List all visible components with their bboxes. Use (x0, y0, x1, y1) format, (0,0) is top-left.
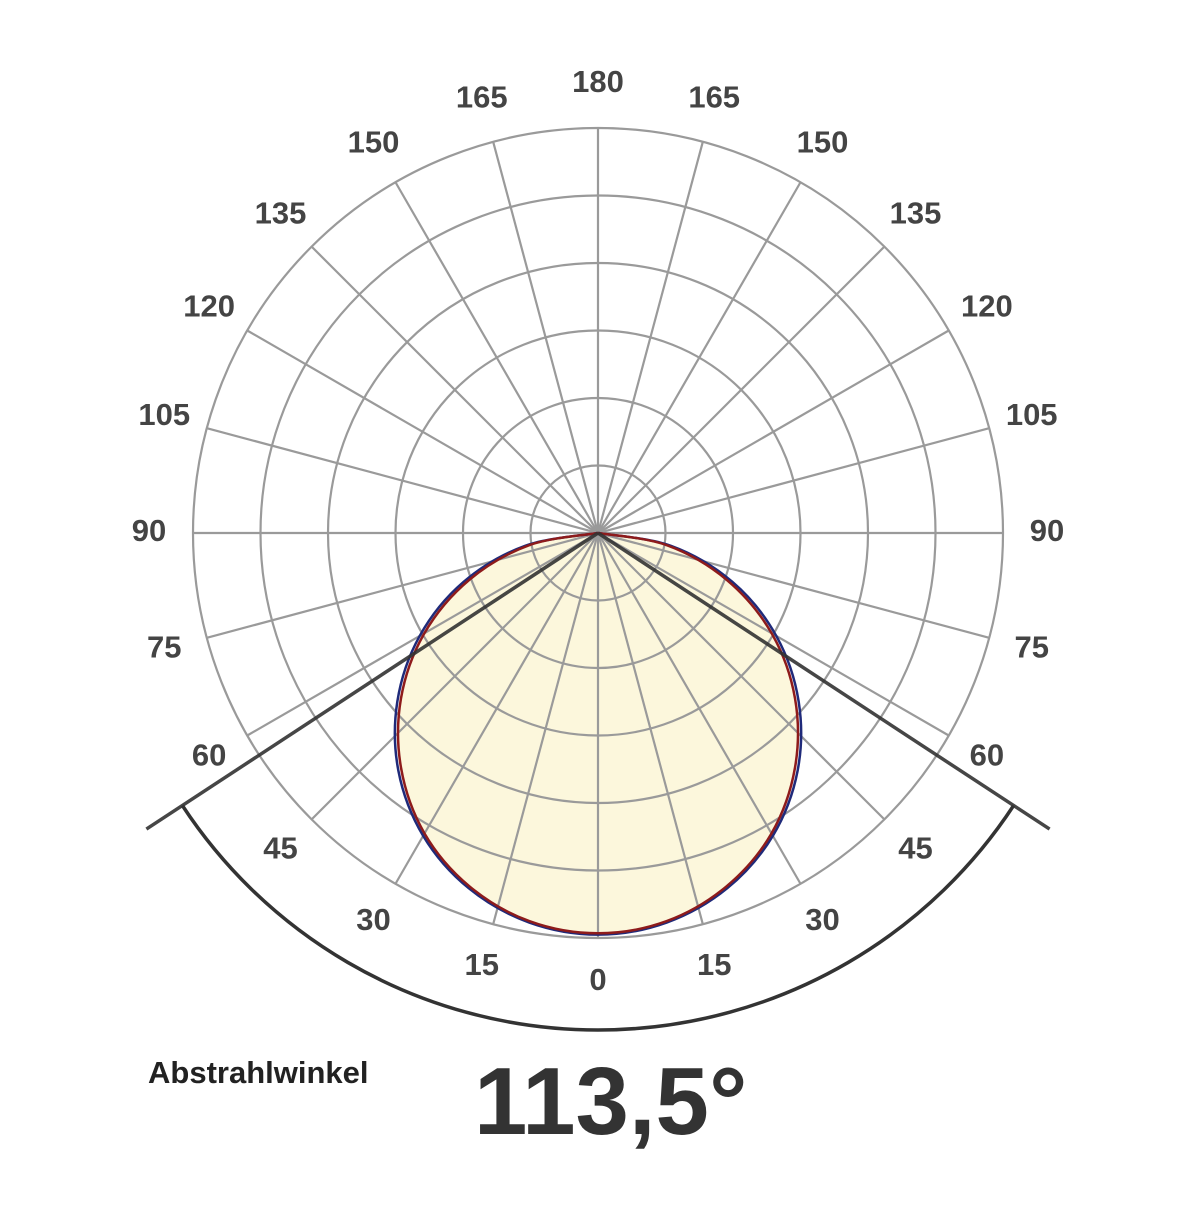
grid-spoke (597, 532, 802, 885)
angle-label: 45 (898, 831, 932, 866)
grid-spoke (492, 532, 600, 925)
beam-angle-label: Abstrahlwinkel (148, 1055, 369, 1090)
grid-spoke (597, 181, 802, 534)
beam-arc (180, 804, 1016, 1032)
grid-spoke (597, 427, 990, 535)
angle-label: 120 (961, 289, 1013, 324)
angle-label: 30 (805, 902, 839, 937)
beam-angle-value: 113,5° (474, 1048, 747, 1155)
grid-spoke (206, 531, 599, 639)
grid-spoke (310, 532, 599, 821)
series-line (396, 531, 800, 935)
angle-label: 150 (348, 124, 400, 159)
angle-label: 60 (192, 738, 226, 773)
angle-label: 15 (697, 947, 731, 982)
beam-line (597, 531, 1051, 831)
angle-label: 90 (1030, 513, 1064, 548)
angle-label: 150 (797, 124, 849, 159)
grid-spoke (596, 141, 704, 534)
grid-spoke (394, 181, 599, 534)
grid-spoke (246, 329, 599, 534)
angle-label: 180 (572, 64, 624, 99)
grid-spoke (597, 532, 886, 821)
angle-label: 0 (589, 962, 606, 997)
angle-label: 30 (356, 902, 390, 937)
angle-label: 135 (890, 196, 942, 231)
grid-spoke (206, 427, 599, 535)
angle-label: 60 (970, 738, 1004, 773)
grid-spoke (394, 532, 599, 885)
beam-line (145, 531, 599, 831)
angle-label: 15 (465, 947, 499, 982)
angle-label: 135 (255, 196, 307, 231)
angle-label: 165 (688, 79, 740, 114)
grid-spoke (597, 245, 886, 534)
series-line (393, 531, 803, 936)
grid-spoke (597, 329, 950, 534)
angle-label: 75 (1014, 629, 1048, 664)
angle-label: 105 (138, 397, 190, 432)
angle-label: 75 (147, 629, 181, 664)
grid-spoke (492, 141, 600, 534)
angle-label: 120 (183, 289, 235, 324)
grid-spoke (310, 245, 599, 534)
angle-label: 165 (456, 79, 508, 114)
angle-label: 90 (132, 513, 166, 548)
angle-label: 45 (263, 831, 297, 866)
grid-spoke (596, 532, 704, 925)
angle-label: 105 (1006, 397, 1058, 432)
grid-spoke (597, 531, 990, 639)
